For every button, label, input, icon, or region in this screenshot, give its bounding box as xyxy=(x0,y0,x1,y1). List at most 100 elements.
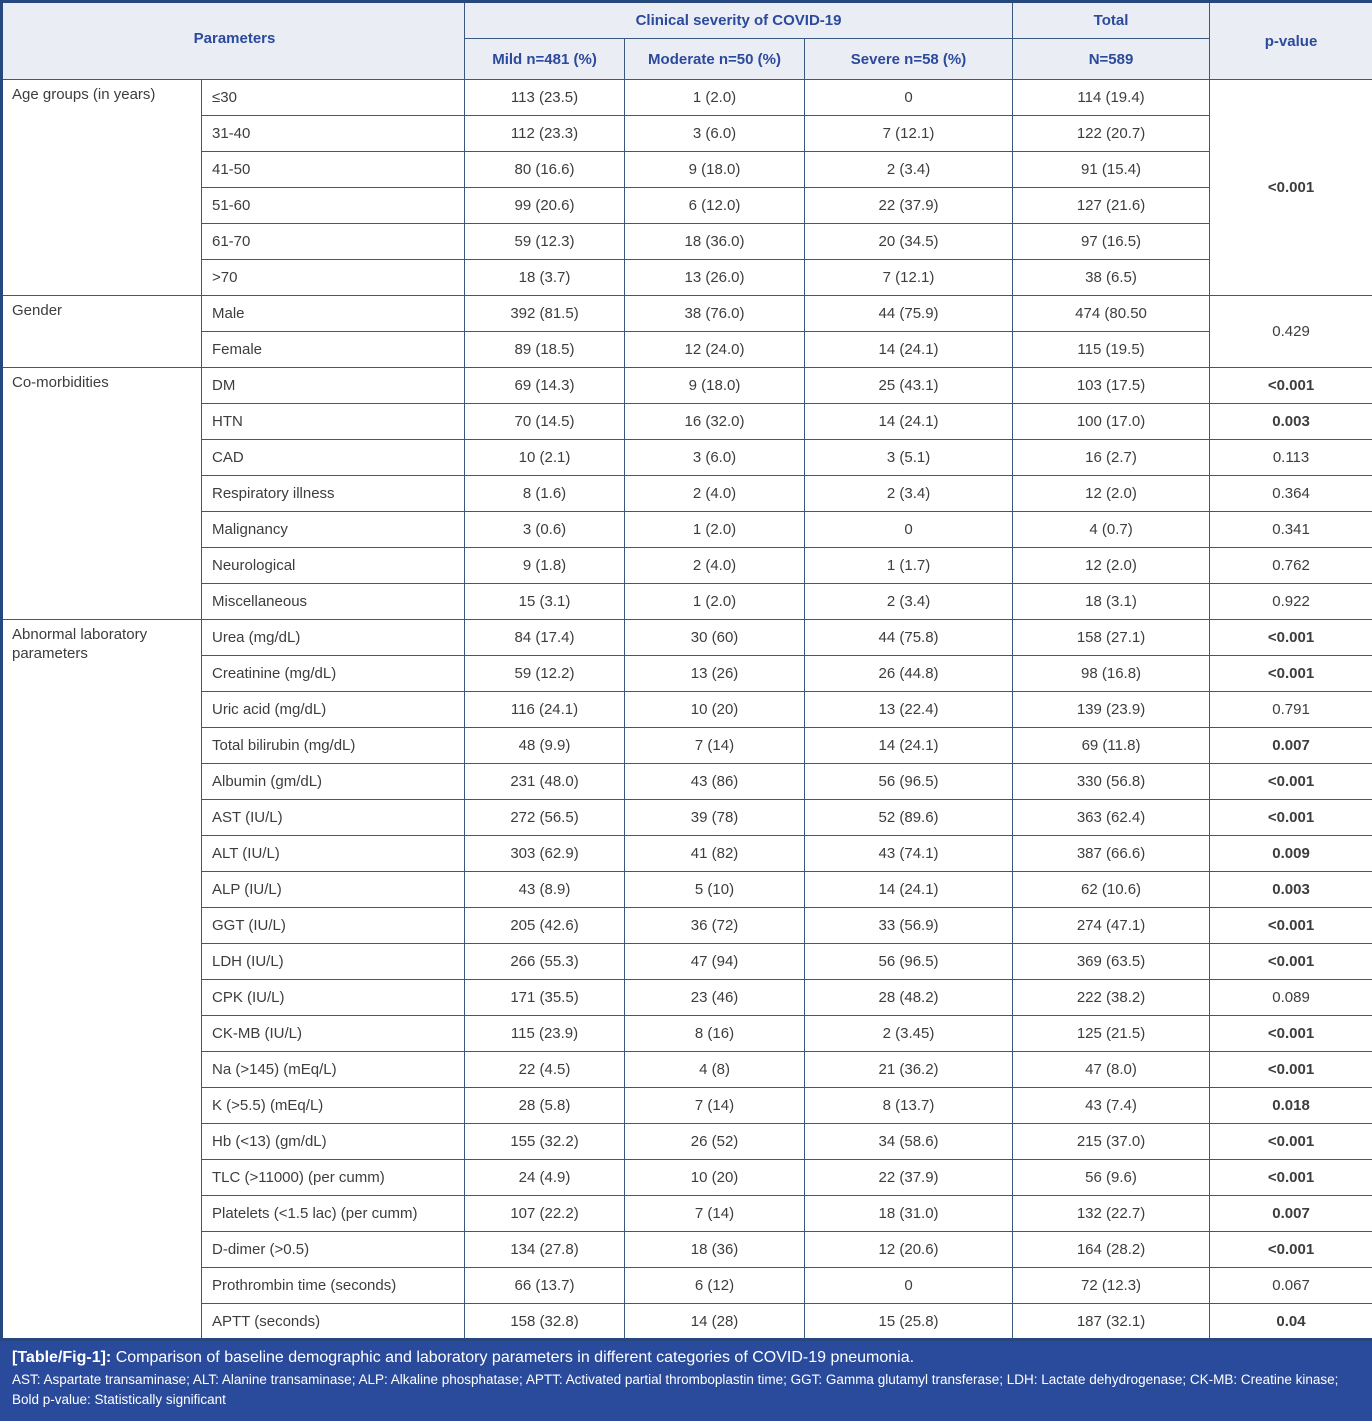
table-header: Parameters Clinical severity of COVID-19… xyxy=(2,2,1372,80)
p-value: 0.341 xyxy=(1210,512,1372,548)
total-value: 215 (37.0) xyxy=(1013,1124,1210,1160)
table-row: Prothrombin time (seconds)66 (13.7)6 (12… xyxy=(2,1268,1372,1304)
parameter-label: APTT (seconds) xyxy=(202,1304,465,1340)
moderate-value: 13 (26.0) xyxy=(625,260,805,296)
mild-value: 392 (81.5) xyxy=(465,296,625,332)
total-value: 16 (2.7) xyxy=(1013,440,1210,476)
mild-value: 99 (20.6) xyxy=(465,188,625,224)
total-value: 98 (16.8) xyxy=(1013,656,1210,692)
severe-value: 26 (44.8) xyxy=(805,656,1013,692)
parameter-label: 31-40 xyxy=(202,116,465,152)
severe-value: 14 (24.1) xyxy=(805,404,1013,440)
table-row: Creatinine (mg/dL)59 (12.2)13 (26)26 (44… xyxy=(2,656,1372,692)
mild-value: 69 (14.3) xyxy=(465,368,625,404)
mild-value: 24 (4.9) xyxy=(465,1160,625,1196)
abbreviations-note: AST: Aspartate transaminase; ALT: Alanin… xyxy=(12,1370,1360,1411)
moderate-value: 3 (6.0) xyxy=(625,116,805,152)
moderate-value: 9 (18.0) xyxy=(625,152,805,188)
mild-value: 112 (23.3) xyxy=(465,116,625,152)
parameter-label: HTN xyxy=(202,404,465,440)
parameter-label: Respiratory illness xyxy=(202,476,465,512)
p-value: <0.001 xyxy=(1210,908,1372,944)
total-value: 115 (19.5) xyxy=(1013,332,1210,368)
severe-value: 22 (37.9) xyxy=(805,1160,1013,1196)
severe-value: 34 (58.6) xyxy=(805,1124,1013,1160)
parameter-label: CAD xyxy=(202,440,465,476)
mild-value: 3 (0.6) xyxy=(465,512,625,548)
p-value: <0.001 xyxy=(1210,1052,1372,1088)
parameter-label: GGT (IU/L) xyxy=(202,908,465,944)
mild-value: 158 (32.8) xyxy=(465,1304,625,1340)
mild-value: 80 (16.6) xyxy=(465,152,625,188)
parameter-label: Malignancy xyxy=(202,512,465,548)
p-value: 0.007 xyxy=(1210,728,1372,764)
p-value: 0.113 xyxy=(1210,440,1372,476)
table-row: CPK (IU/L)171 (35.5)23 (46)28 (48.2)222 … xyxy=(2,980,1372,1016)
mild-value: 303 (62.9) xyxy=(465,836,625,872)
mild-value: 171 (35.5) xyxy=(465,980,625,1016)
severe-value: 21 (36.2) xyxy=(805,1052,1013,1088)
total-value: 4 (0.7) xyxy=(1013,512,1210,548)
parameter-label: Prothrombin time (seconds) xyxy=(202,1268,465,1304)
mild-value: 15 (3.1) xyxy=(465,584,625,620)
severe-value: 2 (3.45) xyxy=(805,1016,1013,1052)
severe-value: 7 (12.1) xyxy=(805,116,1013,152)
parameter-label: Neurological xyxy=(202,548,465,584)
severe-value: 44 (75.8) xyxy=(805,620,1013,656)
mild-value: 9 (1.8) xyxy=(465,548,625,584)
parameter-label: Miscellaneous xyxy=(202,584,465,620)
p-value: 0.018 xyxy=(1210,1088,1372,1124)
parameter-label: ≤30 xyxy=(202,80,465,116)
moderate-value: 43 (86) xyxy=(625,764,805,800)
mild-value: 48 (9.9) xyxy=(465,728,625,764)
severe-value: 1 (1.7) xyxy=(805,548,1013,584)
p-value: 0.003 xyxy=(1210,404,1372,440)
mild-value: 84 (17.4) xyxy=(465,620,625,656)
severe-value: 56 (96.5) xyxy=(805,944,1013,980)
severe-value: 15 (25.8) xyxy=(805,1304,1013,1340)
table-row: AST (IU/L)272 (56.5)39 (78)52 (89.6)363 … xyxy=(2,800,1372,836)
total-value: 125 (21.5) xyxy=(1013,1016,1210,1052)
total-value: 47 (8.0) xyxy=(1013,1052,1210,1088)
p-value: <0.001 xyxy=(1210,80,1372,296)
parameter-label: ALT (IU/L) xyxy=(202,836,465,872)
moderate-column-header: Moderate n=50 (%) xyxy=(625,39,805,80)
p-value: 0.003 xyxy=(1210,872,1372,908)
p-value: <0.001 xyxy=(1210,764,1372,800)
mild-value: 107 (22.2) xyxy=(465,1196,625,1232)
moderate-value: 18 (36.0) xyxy=(625,224,805,260)
severe-value: 8 (13.7) xyxy=(805,1088,1013,1124)
mild-value: 272 (56.5) xyxy=(465,800,625,836)
moderate-value: 39 (78) xyxy=(625,800,805,836)
moderate-value: 3 (6.0) xyxy=(625,440,805,476)
p-value: <0.001 xyxy=(1210,620,1372,656)
moderate-value: 1 (2.0) xyxy=(625,80,805,116)
total-value: 69 (11.8) xyxy=(1013,728,1210,764)
severe-column-header: Severe n=58 (%) xyxy=(805,39,1013,80)
total-value: 100 (17.0) xyxy=(1013,404,1210,440)
p-value: <0.001 xyxy=(1210,368,1372,404)
total-value: 122 (20.7) xyxy=(1013,116,1210,152)
mild-value: 59 (12.2) xyxy=(465,656,625,692)
severe-value: 52 (89.6) xyxy=(805,800,1013,836)
parameter-label: D-dimer (>0.5) xyxy=(202,1232,465,1268)
severe-value: 0 xyxy=(805,512,1013,548)
group-label: Gender xyxy=(2,296,202,368)
severe-value: 14 (24.1) xyxy=(805,872,1013,908)
total-value: 164 (28.2) xyxy=(1013,1232,1210,1268)
total-value: 330 (56.8) xyxy=(1013,764,1210,800)
mild-value: 89 (18.5) xyxy=(465,332,625,368)
parameter-label: TLC (>11000) (per cumm) xyxy=(202,1160,465,1196)
table-row: D-dimer (>0.5)134 (27.8)18 (36)12 (20.6)… xyxy=(2,1232,1372,1268)
mild-value: 134 (27.8) xyxy=(465,1232,625,1268)
mild-value: 8 (1.6) xyxy=(465,476,625,512)
moderate-value: 2 (4.0) xyxy=(625,548,805,584)
severe-value: 28 (48.2) xyxy=(805,980,1013,1016)
parameter-label: LDH (IU/L) xyxy=(202,944,465,980)
table-row: Total bilirubin (mg/dL)48 (9.9)7 (14)14 … xyxy=(2,728,1372,764)
parameter-label: 61-70 xyxy=(202,224,465,260)
parameter-label: Platelets (<1.5 lac) (per cumm) xyxy=(202,1196,465,1232)
moderate-value: 8 (16) xyxy=(625,1016,805,1052)
